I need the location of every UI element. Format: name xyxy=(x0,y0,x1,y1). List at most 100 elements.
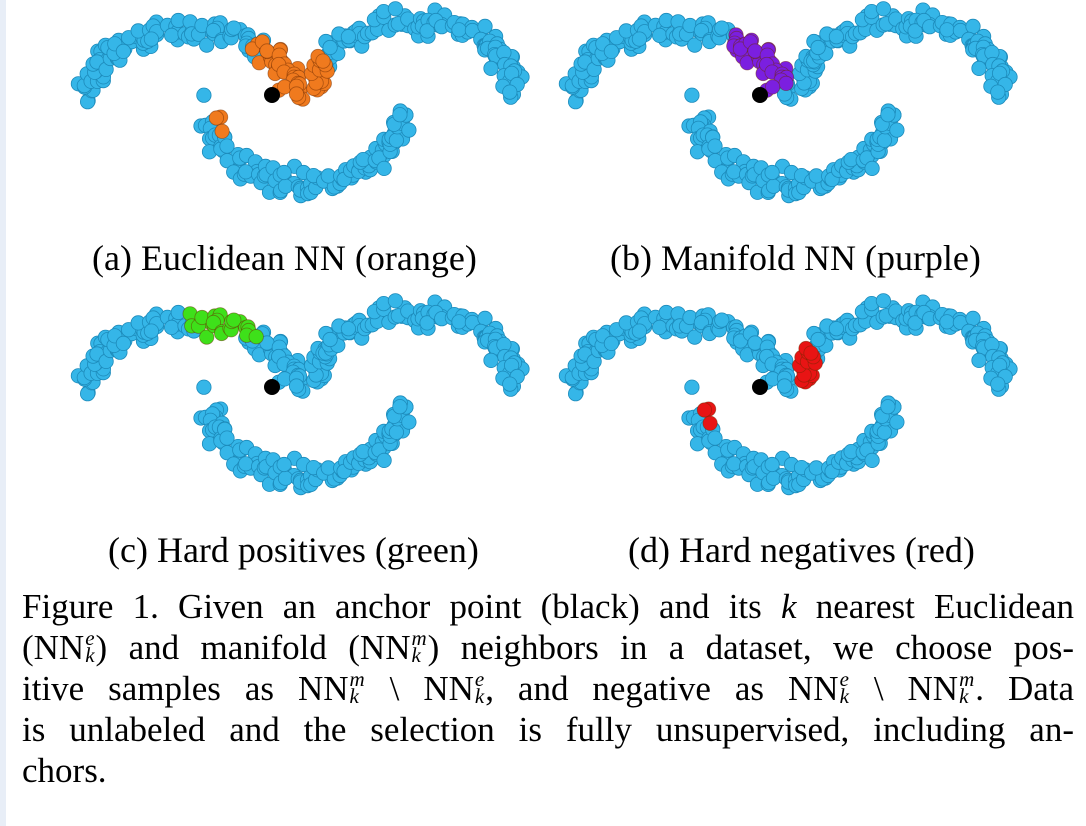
data-point xyxy=(340,29,356,45)
subcaption-a: (a) Euclidean NN (orange) xyxy=(92,238,477,278)
scatter-panel-b xyxy=(548,0,1068,230)
data-point xyxy=(196,379,212,395)
nn-text: NN xyxy=(359,628,411,667)
caption-text: ( xyxy=(22,628,34,667)
sub-k: k xyxy=(959,683,969,708)
anchor-point xyxy=(264,87,280,103)
nn-text: NN xyxy=(788,669,839,708)
data-point xyxy=(603,43,620,60)
data-point xyxy=(684,87,700,103)
data-point xyxy=(652,319,668,336)
data-point xyxy=(687,37,703,53)
data-point xyxy=(238,456,254,472)
caption-line-1: Figure 1. Given an anchor point (black) … xyxy=(22,586,1074,627)
data-point xyxy=(387,1,403,17)
data-point xyxy=(502,84,518,100)
highlighted-point xyxy=(208,110,224,126)
data-point xyxy=(376,160,392,176)
data-point xyxy=(889,414,905,430)
data-point xyxy=(810,39,826,56)
data-point xyxy=(726,456,742,472)
data-point xyxy=(764,456,780,473)
data-point xyxy=(388,424,404,440)
sup-m: m xyxy=(411,625,427,650)
scatter-plot-d xyxy=(558,293,1018,496)
data-point xyxy=(388,132,404,148)
data-point xyxy=(876,424,892,440)
data-point xyxy=(707,138,723,154)
data-point xyxy=(387,293,403,309)
data-point xyxy=(889,122,905,138)
data-point xyxy=(164,27,180,44)
caption-line-3: itive samples as NN m k \ NN e k, and negati… xyxy=(22,668,1074,709)
data-point xyxy=(199,37,215,53)
data-point xyxy=(939,22,955,38)
data-point xyxy=(875,1,891,17)
sub-k: k xyxy=(411,642,421,667)
scatter-plot-b xyxy=(558,1,1018,204)
data-point xyxy=(322,39,338,56)
anchor-point xyxy=(752,87,768,103)
caption-line-2: (NN e k) and manifold (NN m k) neighbors in … xyxy=(22,627,1074,668)
data-point xyxy=(451,314,467,330)
data-point xyxy=(226,20,242,36)
highlighted-point xyxy=(803,345,819,361)
data-point xyxy=(219,430,235,446)
data-point xyxy=(322,331,338,348)
data-point xyxy=(714,20,730,36)
nn-e-k-symbol: NN e k xyxy=(788,668,850,708)
highlighted-point xyxy=(778,75,794,92)
highlighted-point xyxy=(199,329,215,345)
highlighted-point xyxy=(226,312,242,328)
data-point xyxy=(401,414,417,430)
data-point xyxy=(288,378,305,394)
data-point xyxy=(707,430,723,446)
setminus-symbol: \ xyxy=(389,669,400,708)
sup-m: m xyxy=(959,666,975,691)
data-point xyxy=(277,178,294,194)
highlighted-point xyxy=(765,79,781,95)
data-point xyxy=(238,164,254,180)
data-point xyxy=(115,335,132,352)
data-point xyxy=(276,164,292,181)
nn-m-k-symbol: NN m k xyxy=(298,666,366,708)
nn-e-k-symbol: NN e k xyxy=(423,666,485,708)
subcaption-d: (d) Hard negatives (red) xyxy=(628,530,975,570)
caption-text: nearest Euclidean xyxy=(796,587,1074,626)
page-edge xyxy=(0,0,6,826)
data-point xyxy=(687,329,703,345)
scatter-plot-c xyxy=(70,293,530,496)
data-point xyxy=(483,60,499,77)
data-point xyxy=(990,84,1006,100)
nn-m-k-symbol: NN m k xyxy=(908,666,976,708)
data-point xyxy=(864,452,880,468)
highlighted-point xyxy=(315,53,331,69)
sub-k: k xyxy=(839,683,849,708)
highlighted-point xyxy=(214,123,230,139)
highlighted-point xyxy=(288,86,305,102)
sup-e: e xyxy=(474,666,485,691)
setminus-symbol: \ xyxy=(873,669,884,708)
sup-m: m xyxy=(349,666,365,691)
data-point xyxy=(684,379,700,395)
data-point xyxy=(765,470,782,486)
data-point xyxy=(603,335,620,352)
caption-k: k xyxy=(780,587,797,626)
data-point xyxy=(483,352,499,369)
caption-text: ) neighbors in a dataset, we choose pos- xyxy=(427,628,1074,667)
data-point xyxy=(392,399,408,415)
caption-text: , and negative as xyxy=(485,669,788,708)
data-point xyxy=(726,164,742,180)
data-point xyxy=(419,315,435,331)
data-point xyxy=(631,323,648,339)
nn-text: NN xyxy=(423,669,474,708)
data-point xyxy=(419,23,435,39)
highlighted-point xyxy=(248,329,264,345)
data-point xyxy=(164,319,180,336)
data-point xyxy=(875,293,891,309)
data-point xyxy=(143,31,160,47)
data-point xyxy=(143,323,160,339)
sub-k: k xyxy=(85,642,95,667)
data-point xyxy=(907,315,923,331)
data-point xyxy=(990,376,1006,392)
